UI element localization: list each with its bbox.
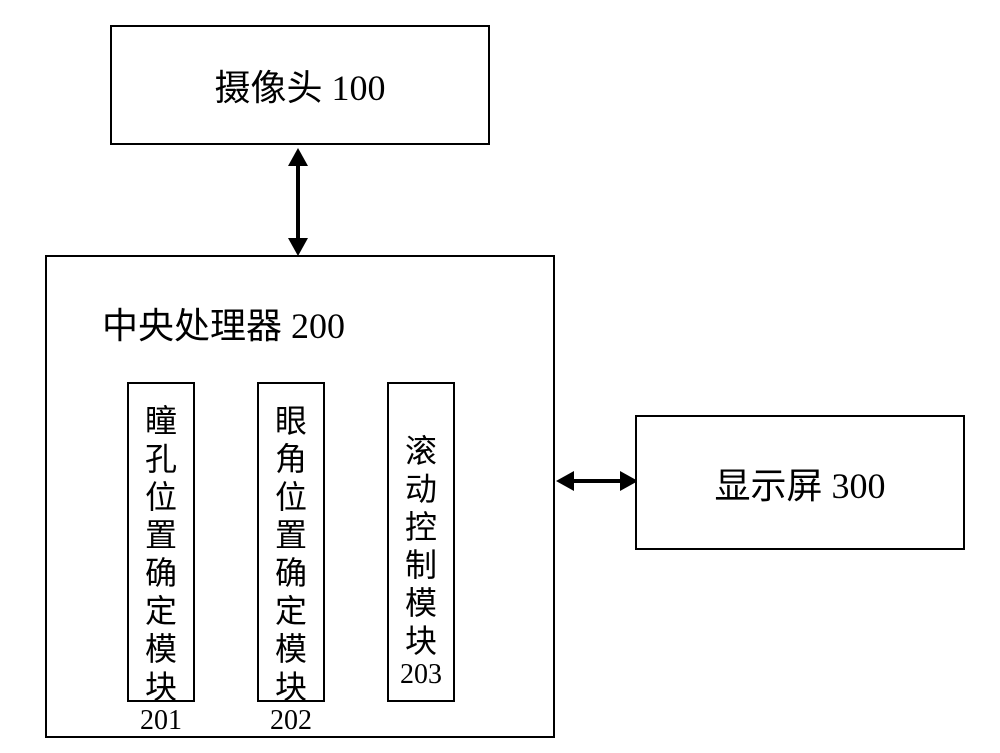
arrow-camera-cpu-head-up	[288, 148, 308, 166]
camera-block: 摄像头 100	[110, 25, 490, 145]
display-block: 显示屏 300	[635, 415, 965, 550]
module1-label: 瞳孔位置确定模块 201	[129, 402, 193, 740]
module-scroll-control: 滚动控制模块 203	[387, 382, 455, 702]
display-label: 显示屏 300	[714, 457, 885, 509]
arrow-camera-cpu-head-down	[288, 238, 308, 256]
module3-label: 滚动控制模块 203	[389, 402, 453, 694]
module2-label: 眼角位置确定模块 202	[259, 402, 323, 740]
module-eye-corner-position: 眼角位置确定模块 202	[257, 382, 325, 702]
cpu-label: 中央处理器 200	[102, 297, 345, 349]
module-pupil-position: 瞳孔位置确定模块 201	[127, 382, 195, 702]
camera-label: 摄像头 100	[214, 59, 385, 111]
cpu-block: 中央处理器 200 瞳孔位置确定模块 201 眼角位置确定模块 202 滚动控制…	[45, 255, 555, 738]
arrow-camera-cpu-line	[296, 163, 300, 241]
arrow-cpu-display-line	[571, 479, 623, 483]
arrow-cpu-display-head-left	[556, 471, 574, 491]
